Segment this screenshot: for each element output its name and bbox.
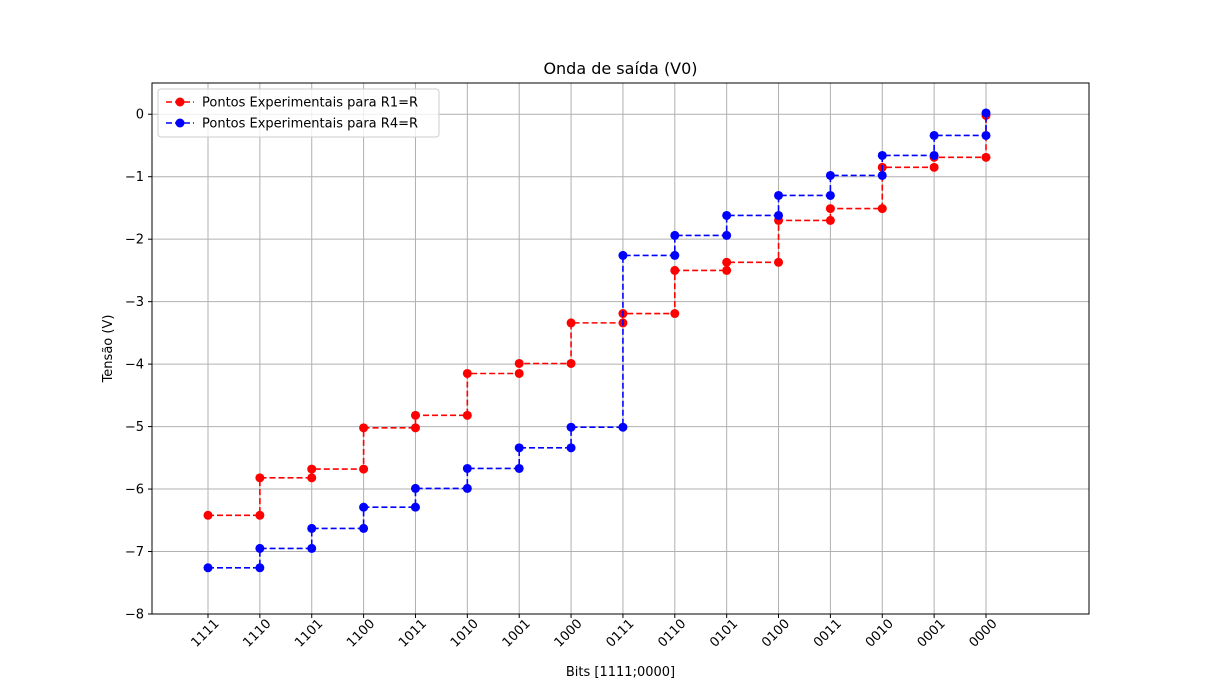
chart-title: Onda de saída (V0) xyxy=(543,59,697,78)
y-tick-label: 0 xyxy=(136,108,144,123)
data-point xyxy=(877,170,887,180)
legend-marker xyxy=(175,118,185,128)
data-point xyxy=(462,483,472,493)
data-point xyxy=(410,410,420,420)
data-point xyxy=(255,563,265,573)
data-point xyxy=(825,204,835,214)
data-point xyxy=(359,464,369,474)
y-tick-label: −1 xyxy=(125,170,144,185)
data-point xyxy=(462,463,472,473)
x-tick-label: 1110 xyxy=(240,617,274,651)
data-point xyxy=(359,502,369,512)
data-point xyxy=(825,170,835,180)
legend-label: Pontos Experimentais para R4=R xyxy=(202,117,418,132)
data-point xyxy=(203,563,213,573)
y-tick-label: −6 xyxy=(125,483,144,498)
x-tick-label: 1111 xyxy=(189,617,223,651)
y-tick-label: −3 xyxy=(125,295,144,310)
data-point xyxy=(462,368,472,378)
x-axis-label: Bits [1111;0000] xyxy=(566,665,675,680)
data-point xyxy=(566,318,576,328)
data-point xyxy=(514,443,524,453)
y-tick-label: −7 xyxy=(125,545,144,560)
data-point xyxy=(670,250,680,260)
data-point xyxy=(618,422,628,432)
data-point xyxy=(929,130,939,140)
x-tick-label: 0010 xyxy=(863,617,897,651)
x-tick-label: 1000 xyxy=(552,617,586,651)
data-point xyxy=(877,204,887,214)
x-tick-label: 0110 xyxy=(655,617,689,651)
data-point xyxy=(255,510,265,520)
data-point xyxy=(514,358,524,368)
data-point xyxy=(410,423,420,433)
data-point xyxy=(307,464,317,474)
x-tick-label: 1101 xyxy=(292,617,326,651)
data-point xyxy=(722,257,732,267)
x-tick-label: 1011 xyxy=(396,617,430,651)
data-point xyxy=(359,523,369,533)
y-tick-label: −2 xyxy=(125,233,144,248)
data-point xyxy=(566,358,576,368)
y-tick-label: −8 xyxy=(125,608,144,623)
data-point xyxy=(670,309,680,319)
x-tick-label: 1001 xyxy=(500,617,534,651)
data-point xyxy=(981,108,991,118)
data-point xyxy=(307,473,317,483)
data-point xyxy=(722,210,732,220)
x-tick-label: 1010 xyxy=(448,617,482,651)
y-axis-label: Tensão (V) xyxy=(101,315,116,384)
legend-box xyxy=(157,88,440,138)
x-tick-label: 0101 xyxy=(707,617,741,651)
x-tick-label: 0000 xyxy=(967,617,1001,651)
grid xyxy=(152,83,1089,615)
data-point xyxy=(514,463,524,473)
data-point xyxy=(670,230,680,240)
data-point xyxy=(929,150,939,160)
data-point xyxy=(877,150,887,160)
x-tick-label: 0011 xyxy=(811,617,845,651)
data-point xyxy=(825,190,835,200)
data-point xyxy=(670,265,680,275)
y-tick-label: −4 xyxy=(125,358,144,373)
data-point xyxy=(307,543,317,553)
data-point xyxy=(566,443,576,453)
data-point xyxy=(774,190,784,200)
data-point xyxy=(618,250,628,260)
data-point xyxy=(462,410,472,420)
series-2 xyxy=(203,108,991,573)
data-point xyxy=(359,423,369,433)
y-tick-label: −5 xyxy=(125,420,144,435)
data-point xyxy=(825,215,835,225)
legend-entry-2: Pontos Experimentais para R4=R xyxy=(166,117,418,132)
data-point xyxy=(307,523,317,533)
data-point xyxy=(514,368,524,378)
legend-entry-1: Pontos Experimentais para R1=R xyxy=(166,96,418,111)
data-point xyxy=(981,130,991,140)
series-1 xyxy=(203,110,991,520)
data-point xyxy=(255,543,265,553)
x-tick-label: 0100 xyxy=(759,617,793,651)
data-point xyxy=(255,473,265,483)
data-point xyxy=(929,162,939,172)
data-point xyxy=(410,502,420,512)
legend: Pontos Experimentais para R1=R Pontos Exp… xyxy=(157,88,440,138)
x-tick-label: 1100 xyxy=(344,617,378,651)
data-point xyxy=(566,422,576,432)
data-point xyxy=(722,265,732,275)
x-tick-label: 0001 xyxy=(915,617,949,651)
legend-marker xyxy=(175,97,185,107)
plot-frame xyxy=(151,82,1090,615)
data-point xyxy=(203,510,213,520)
data-point xyxy=(981,152,991,162)
data-point xyxy=(774,210,784,220)
series-layer xyxy=(203,108,991,573)
data-point xyxy=(410,483,420,493)
series-line xyxy=(208,112,987,569)
data-point xyxy=(722,230,732,240)
x-tick-label: 0111 xyxy=(603,617,637,651)
data-point xyxy=(774,257,784,267)
legend-label: Pontos Experimentais para R1=R xyxy=(202,96,418,111)
